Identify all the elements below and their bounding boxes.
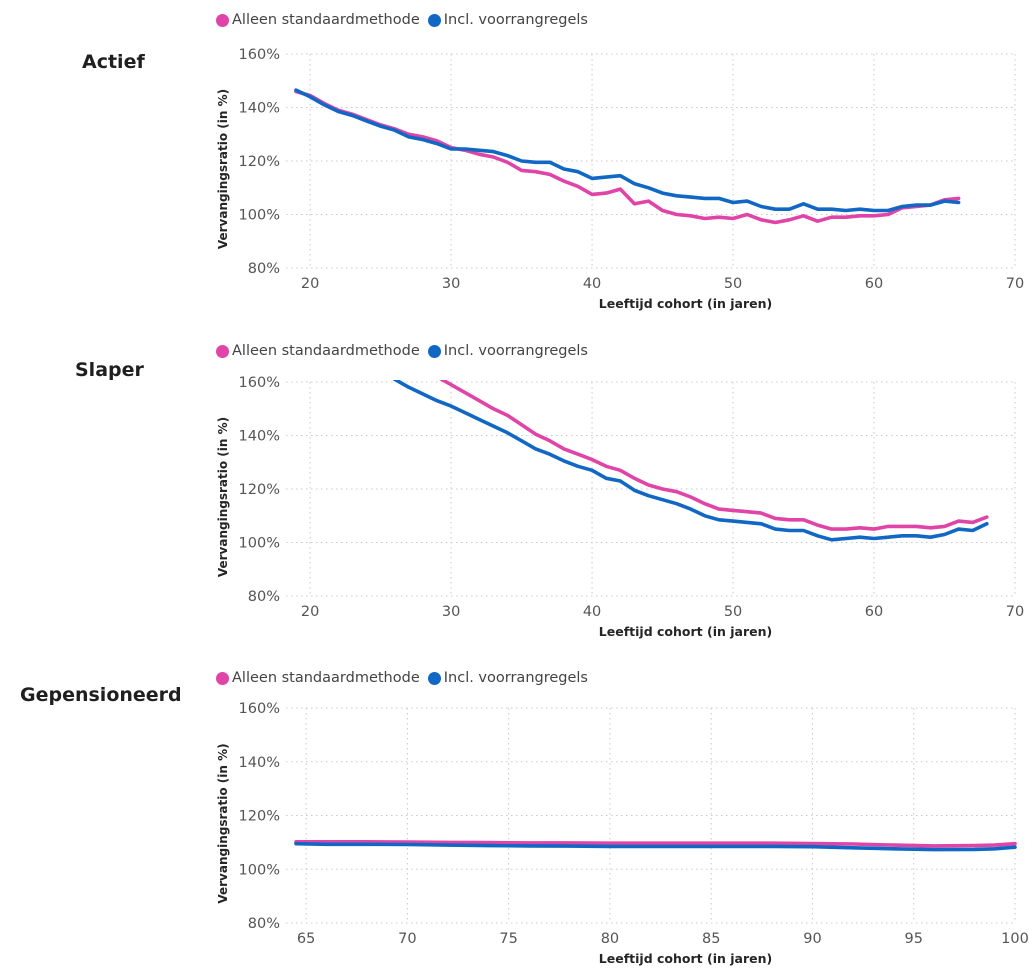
panel-title: Actief	[82, 51, 145, 73]
y-tick-label: 120%	[239, 809, 280, 825]
legend-dot-blue-icon	[427, 344, 441, 358]
legend-dot-pink-icon	[216, 671, 229, 685]
series-line-voorrangregels[interactable]	[294, 841, 1017, 852]
x-tick-label: 70	[1006, 276, 1024, 292]
x-tick-label: 85	[702, 931, 720, 947]
legend-label: Incl. voorrangregels	[443, 12, 588, 28]
line-chart-actief: 80% 100% 120% 140% 160% 20 30 40 50 60 70 Leeftijd …	[216, 47, 1024, 311]
y-axis-title: Vervangingsratio (in %)	[216, 743, 230, 903]
y-tick-label: 100%	[239, 862, 280, 878]
x-axis-title: Leeftijd cohort (in jaren)	[599, 624, 772, 639]
legend-item-standaardmethode[interactable]: Alleen standaardmethode	[216, 343, 420, 359]
series-line-standaardmethode[interactable]	[395, 347, 989, 531]
x-axis-title: Leeftijd cohort (in jaren)	[599, 951, 772, 966]
y-tick-label: 100%	[239, 536, 280, 552]
series-line-standaardmethode[interactable]	[294, 89, 961, 225]
x-tick-label: 40	[583, 276, 601, 292]
legend-item-voorrangregels[interactable]: Incl. voorrangregels	[427, 343, 588, 359]
x-tick-label: 90	[803, 931, 821, 947]
x-tick-label: 50	[724, 604, 742, 620]
x-tick-label: 100	[1001, 931, 1029, 947]
y-tick-label: 140%	[239, 755, 280, 771]
x-tick-label: 20	[301, 604, 319, 620]
legend-label: Alleen standaardmethode	[232, 12, 420, 28]
legend-label: Incl. voorrangregels	[443, 343, 588, 359]
x-tick-label: 70	[1006, 604, 1024, 620]
legend-item-standaardmethode[interactable]: Alleen standaardmethode	[216, 12, 420, 28]
panel-title: Gepensioneerd	[20, 684, 182, 706]
y-tick-label: 80%	[248, 261, 280, 277]
x-tick-label: 70	[398, 931, 416, 947]
legend-label: Alleen standaardmethode	[232, 343, 420, 359]
legend-label: Alleen standaardmethode	[232, 670, 420, 686]
y-tick-label: 100%	[239, 208, 280, 224]
legend-dot-blue-icon	[427, 13, 441, 27]
legend-label: Incl. voorrangregels	[443, 670, 588, 686]
legend-dot-pink-icon	[216, 344, 229, 358]
legend-item-voorrangregels[interactable]: Incl. voorrangregels	[427, 670, 588, 686]
x-tick-label: 50	[724, 276, 742, 292]
x-tick-label: 60	[865, 604, 883, 620]
chart-legend: Alleen standaardmethode Incl. voorrangre…	[216, 9, 596, 31]
panel-title: Slaper	[75, 359, 144, 381]
x-tick-label: 65	[297, 931, 315, 947]
x-tick-label: 95	[905, 931, 923, 947]
panel-actief: Alleen standaardmethode Incl. voorrangre…	[0, 9, 1029, 319]
x-axis-title: Leeftijd cohort (in jaren)	[599, 296, 772, 311]
panel-gepensioneerd: Alleen standaardmethode Incl. voorrangre…	[0, 667, 1029, 967]
chart-legend: Alleen standaardmethode Incl. voorrangre…	[216, 667, 596, 689]
series-line-standaardmethode[interactable]	[294, 840, 1017, 848]
legend-item-voorrangregels[interactable]: Incl. voorrangregels	[427, 12, 588, 28]
legend-dot-pink-icon	[216, 13, 229, 27]
chart-legend: Alleen standaardmethode Incl. voorrangre…	[216, 340, 596, 362]
legend-dot-blue-icon	[427, 671, 441, 685]
x-tick-label: 60	[865, 276, 883, 292]
x-tick-label: 75	[499, 931, 517, 947]
y-tick-label: 160%	[239, 47, 280, 63]
y-tick-label: 160%	[239, 375, 280, 391]
series-line-voorrangregels[interactable]	[294, 88, 961, 213]
line-chart-gepensioneerd: 80% 100% 120% 140% 160% 65 70 75 80 85 90 95 100 Leef…	[216, 701, 1029, 966]
y-tick-label: 80%	[248, 589, 280, 605]
y-tick-label: 140%	[239, 101, 280, 117]
panel-slaper: Alleen standaardmethode Incl. voorrangre…	[0, 340, 1029, 650]
y-axis-title: Vervangingsratio (in %)	[216, 89, 230, 249]
x-tick-label: 30	[442, 276, 460, 292]
y-tick-label: 80%	[248, 916, 280, 932]
y-axis-title: Vervangingsratio (in %)	[216, 417, 230, 577]
x-tick-label: 30	[442, 604, 460, 620]
x-tick-label: 80	[601, 931, 619, 947]
line-chart-slaper: 80% 100% 120% 140% 160% 20 30 40 50 60 70 Leeftijd …	[216, 347, 1024, 639]
y-tick-label: 160%	[239, 701, 280, 717]
y-tick-label: 140%	[239, 429, 280, 445]
y-tick-label: 120%	[239, 154, 280, 170]
x-tick-label: 20	[301, 276, 319, 292]
legend-item-standaardmethode[interactable]: Alleen standaardmethode	[216, 670, 420, 686]
y-tick-label: 120%	[239, 482, 280, 498]
x-tick-label: 40	[583, 604, 601, 620]
series-line-voorrangregels[interactable]	[393, 379, 989, 542]
